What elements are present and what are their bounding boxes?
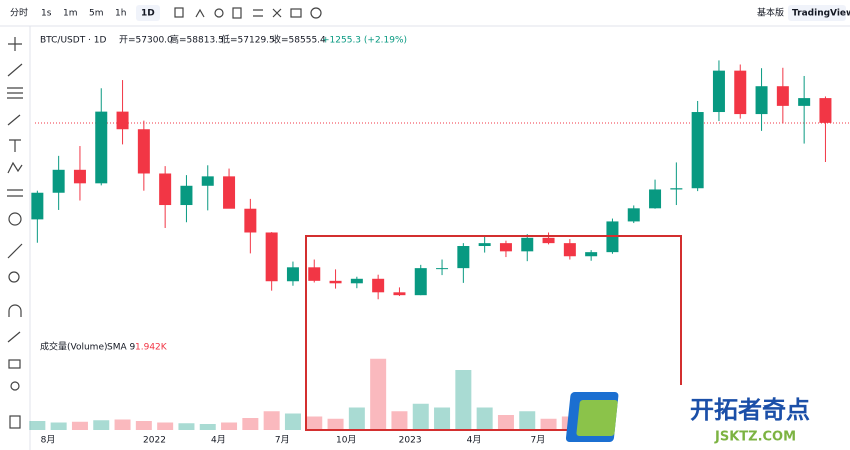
candle-body xyxy=(712,70,725,113)
volume-bar xyxy=(327,418,344,430)
candle-body xyxy=(542,237,555,244)
candle-body xyxy=(627,208,640,222)
highlight-box xyxy=(305,235,682,431)
tradingview-button[interactable]: TradingView xyxy=(792,9,850,19)
volume-sma: SMA 9 xyxy=(107,343,135,353)
site: JSKTZ.COM xyxy=(714,430,796,445)
candle-body xyxy=(798,98,811,106)
legend-high: 高=58813.5 xyxy=(170,34,224,46)
candle-body xyxy=(414,268,427,296)
interval-button[interactable]: 分时 xyxy=(10,7,28,19)
candle-body xyxy=(223,176,236,209)
x-tick-label: 7月 xyxy=(531,435,546,446)
logo: B xyxy=(630,401,653,436)
x-tick-label: 7月 xyxy=(275,435,290,446)
legend-low: 低=57129.5 xyxy=(221,34,275,46)
volume-bar xyxy=(71,421,88,430)
symbol: BTC/USDT · 1D xyxy=(40,36,106,46)
volume-value: 1.942K xyxy=(135,343,168,353)
candle-body xyxy=(350,278,363,284)
watermark: B 开拓者奇点 JSKTZ.COM xyxy=(565,385,850,450)
brand: 开拓者奇点 xyxy=(690,396,810,424)
volume-bar xyxy=(114,419,131,430)
x-tick-label: 2022 xyxy=(143,436,166,446)
candle-body xyxy=(372,278,385,293)
candle-body xyxy=(819,98,832,123)
interval-button[interactable]: 1h xyxy=(115,9,126,19)
candle-body xyxy=(691,112,704,189)
x-tick-label: 4月 xyxy=(211,435,226,446)
candle-body xyxy=(286,267,299,282)
volume-bar xyxy=(348,407,365,430)
candle-body xyxy=(436,268,449,270)
legend-open: 开=57300.0 xyxy=(119,35,173,46)
toolbar-icons[interactable] xyxy=(174,7,322,19)
volume-bar xyxy=(221,422,238,430)
interval-button[interactable]: 1D xyxy=(141,9,155,19)
active-interval-bg xyxy=(136,5,160,21)
x-tick-label: 2023 xyxy=(399,436,422,446)
x-tick-label: 10月 xyxy=(336,435,356,446)
candle-body xyxy=(308,267,321,281)
candle-body xyxy=(649,189,662,209)
volume-bar xyxy=(540,418,557,430)
volume-bar xyxy=(135,421,152,430)
volume-bar xyxy=(519,411,536,430)
candle-body xyxy=(159,173,172,206)
candle-body xyxy=(137,129,150,174)
drawing-tools[interactable] xyxy=(7,37,23,429)
candle-body xyxy=(670,188,683,190)
candle-body xyxy=(265,232,278,282)
candle-body xyxy=(329,280,342,284)
candle-body xyxy=(563,243,576,257)
candle-body xyxy=(393,292,406,296)
x-tick-label: 8月 xyxy=(41,435,56,446)
interval-button[interactable]: 1s xyxy=(41,9,52,19)
candle-body xyxy=(31,192,44,220)
candle-body xyxy=(499,243,512,252)
volume-bar xyxy=(370,358,387,430)
volume-bar xyxy=(391,411,408,430)
volume-bar xyxy=(242,418,259,430)
volume-bar xyxy=(476,407,493,430)
candle-body xyxy=(180,185,193,206)
candle-body xyxy=(73,169,86,184)
candle-body xyxy=(776,86,789,106)
volume-name: 成交量(Volume) xyxy=(40,341,108,353)
volume-bar xyxy=(263,411,280,430)
candle-body xyxy=(95,111,108,184)
interval-button[interactable]: 5m xyxy=(89,9,104,19)
candle-body xyxy=(457,246,470,269)
volume-bar xyxy=(50,422,67,430)
volume-bar xyxy=(497,415,514,430)
x-tick-label: 4月 xyxy=(467,435,482,446)
volume-bar xyxy=(455,370,472,430)
candle-body xyxy=(734,70,747,115)
legend-change: +1255.3 (+2.19%) xyxy=(322,36,407,46)
volume-bar xyxy=(199,424,216,430)
volume-bar xyxy=(157,422,174,430)
volume-bar xyxy=(29,421,46,430)
volume-bar xyxy=(93,420,110,430)
basic-button[interactable]: 基本版 xyxy=(757,7,784,19)
candle-body xyxy=(116,111,129,130)
volume-bar xyxy=(434,407,451,430)
candle-body xyxy=(244,208,257,233)
volume-bar xyxy=(306,416,323,430)
volume-bar xyxy=(284,413,301,430)
interval-button[interactable]: 1m xyxy=(63,9,78,19)
candle-body xyxy=(478,243,491,247)
candle-body xyxy=(521,237,534,252)
volume-bar xyxy=(412,403,429,430)
volume-bar xyxy=(178,423,195,430)
legend-close: 收=58555.4 xyxy=(272,34,326,46)
candle-body xyxy=(52,169,65,193)
tv-button-bg xyxy=(788,5,846,21)
candle-body xyxy=(755,86,768,115)
candle-body xyxy=(585,252,598,257)
candle-body xyxy=(201,176,214,186)
